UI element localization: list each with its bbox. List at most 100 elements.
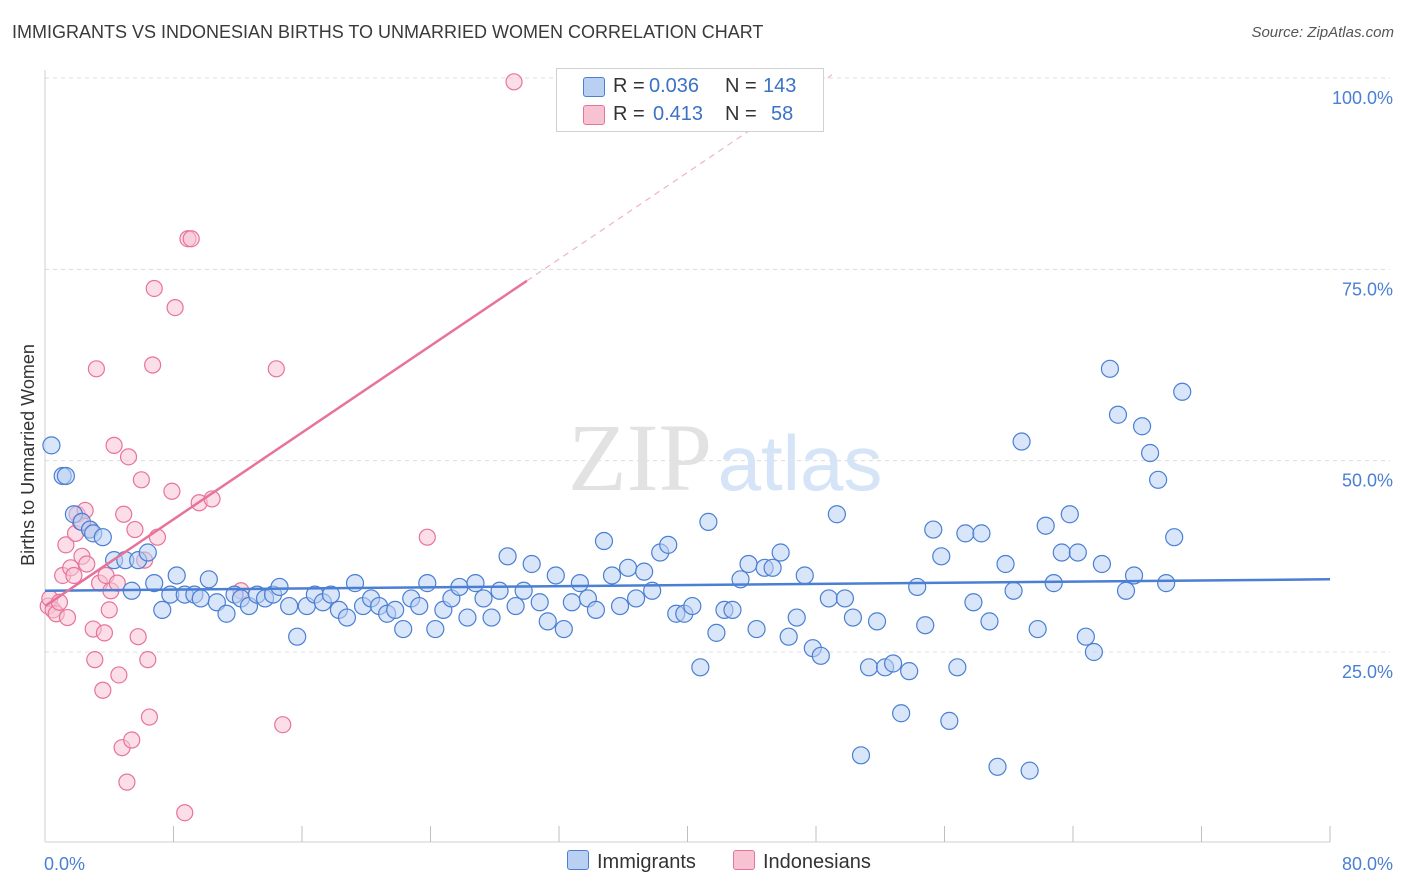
bottom-legend-immigrants-label: Immigrants [597, 851, 696, 873]
immigrants-point [490, 581, 509, 600]
indonesians-point [86, 651, 104, 669]
immigrants-point [900, 662, 919, 681]
indonesians-trend-line [44, 279, 528, 608]
immigrants-point [1052, 543, 1071, 562]
y-axis-label: Births to Unmarried Women [18, 344, 38, 566]
immigrants-point [280, 596, 299, 616]
immigrants-point [42, 436, 61, 455]
immigrants-point [787, 608, 806, 627]
legend-n-label: N = [725, 103, 757, 125]
indonesians-point [145, 279, 163, 298]
indonesians-point [94, 681, 112, 699]
immigrants-point [1084, 642, 1103, 662]
immigrants-point [964, 593, 983, 612]
indonesians-point [58, 608, 77, 627]
immigrants-point [594, 531, 614, 551]
x-tick-label: 0.0% [44, 854, 85, 874]
immigrants-point [602, 566, 622, 585]
immigrants-point [635, 562, 654, 581]
immigrants-point [835, 589, 855, 608]
immigrants-point [93, 528, 112, 547]
immigrants-point [498, 547, 517, 566]
immigrants-point [482, 608, 501, 627]
immigrants-point [138, 543, 157, 562]
immigrants-point [867, 612, 887, 631]
legend-swatch-immigrants [583, 77, 605, 97]
legend-row-indonesians: R = 0.413 N = 58 [557, 99, 823, 129]
immigrants-point [167, 566, 186, 585]
immigrants-points [42, 359, 1192, 780]
indonesians-point [140, 708, 159, 726]
indonesians-point [182, 230, 200, 248]
bottom-legend-immigrants[interactable]: Immigrants [567, 850, 696, 874]
immigrants-point [1165, 528, 1184, 547]
immigrants-point [337, 608, 357, 627]
indonesians-point [95, 624, 114, 642]
indonesians-point [267, 360, 285, 378]
immigrants-point [1076, 627, 1095, 646]
bottom-swatch-indonesians [733, 850, 755, 870]
immigrants-point [506, 596, 525, 616]
indonesians-points [39, 73, 523, 822]
immigrants-point [707, 623, 726, 642]
legend-n-value: 143 [763, 75, 797, 97]
legend-r-label: R = [613, 103, 645, 125]
legend-swatch-indonesians [583, 105, 605, 125]
bottom-legend-indonesians-label: Indonesians [763, 851, 871, 873]
immigrants-point [570, 574, 589, 593]
immigrants-point [394, 619, 413, 639]
y-tick-labels: 100.0% 75.0% 50.0% 25.0% [1332, 88, 1393, 682]
immigrants-point [626, 589, 646, 608]
immigrants-point [426, 619, 445, 639]
immigrants-point [723, 600, 742, 620]
indonesians-point [105, 436, 123, 454]
x-tick-labels: 0.0% 80.0% [44, 854, 1393, 874]
immigrants-point [795, 566, 814, 585]
immigrants-point [586, 600, 606, 620]
indonesians-point [100, 601, 118, 619]
immigrants-point [288, 627, 307, 646]
immigrants-point [851, 746, 871, 765]
immigrants-point [321, 585, 341, 604]
immigrants-point [699, 512, 718, 531]
immigrants-point [191, 589, 210, 608]
immigrants-point [1028, 619, 1047, 639]
y-tick-label: 100.0% [1332, 88, 1393, 108]
indonesians-point [126, 520, 144, 539]
immigrants-point [859, 658, 879, 677]
indonesians-point [65, 566, 83, 585]
immigrants-point [811, 646, 830, 665]
immigrants-point [610, 596, 630, 616]
bottom-legend-indonesians[interactable]: Indonesians [733, 850, 871, 874]
immigrants-point [683, 596, 702, 616]
indonesians-point [115, 505, 133, 523]
immigrants-point [56, 466, 75, 486]
source-label: Source: ZipAtlas.com [1251, 24, 1394, 41]
immigrants-point [514, 581, 533, 600]
immigrants-point [980, 612, 999, 631]
immigrants-point [546, 566, 565, 585]
immigrants-point [843, 608, 863, 627]
immigrants-point [1157, 574, 1176, 593]
immigrants-point [763, 558, 782, 577]
watermark-zip: ZIP [568, 404, 712, 511]
immigrants-point [217, 604, 236, 623]
legend-n-value: 58 [771, 103, 794, 125]
trend-lines [44, 74, 1331, 608]
indonesians-point [139, 651, 157, 669]
gridlines [45, 77, 1390, 653]
immigrants-point [1149, 470, 1168, 489]
immigrants-point [948, 658, 967, 677]
y-tick-label: 25.0% [1342, 662, 1393, 682]
immigrants-point [996, 554, 1015, 574]
immigrants-point [1068, 543, 1087, 562]
immigrants-point [1012, 432, 1031, 451]
immigrants-point [1036, 516, 1055, 535]
immigrants-point [466, 574, 485, 593]
immigrants-point [458, 608, 477, 627]
immigrants-point [972, 524, 991, 543]
immigrants-point [747, 619, 766, 639]
immigrants-point [924, 520, 943, 539]
indonesians-point [57, 536, 75, 554]
immigrants-point [827, 505, 846, 524]
